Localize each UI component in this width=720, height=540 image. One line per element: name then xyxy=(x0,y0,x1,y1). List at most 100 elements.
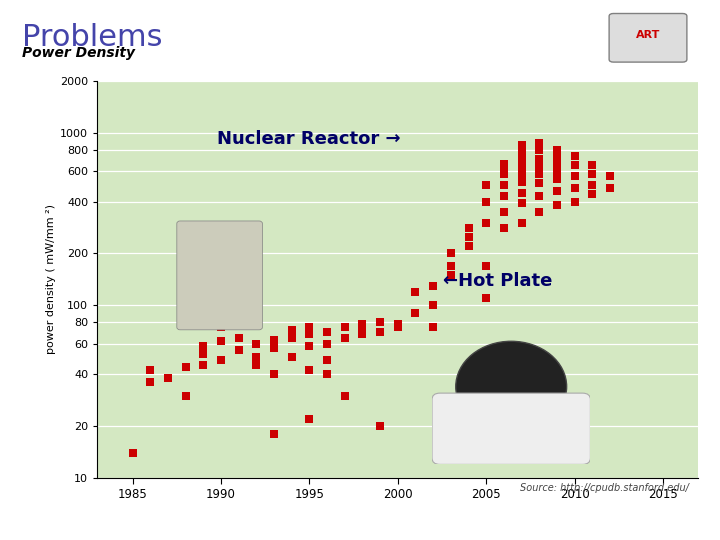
Point xyxy=(233,346,244,355)
Point xyxy=(356,330,368,339)
Point xyxy=(215,322,227,331)
Point xyxy=(569,161,580,170)
Point xyxy=(339,333,351,342)
Text: Source: http://cpudb.stanford.edu/: Source: http://cpudb.stanford.edu/ xyxy=(520,483,689,492)
Point xyxy=(587,161,598,170)
Point xyxy=(480,180,492,189)
Point xyxy=(587,190,598,199)
Point xyxy=(480,294,492,302)
Point xyxy=(374,318,386,327)
Point xyxy=(498,170,510,178)
Point xyxy=(374,328,386,336)
Point xyxy=(445,261,456,270)
Point xyxy=(516,141,527,150)
Point xyxy=(498,160,510,168)
Point xyxy=(374,422,386,430)
Point xyxy=(445,271,456,279)
Point xyxy=(534,192,545,200)
Point xyxy=(552,160,563,168)
Point xyxy=(516,219,527,227)
Point xyxy=(480,261,492,270)
Point xyxy=(304,415,315,423)
Point xyxy=(321,328,333,336)
Text: Nuclear Reactor →: Nuclear Reactor → xyxy=(217,130,401,147)
Point xyxy=(269,429,280,438)
Point xyxy=(392,320,403,328)
Point xyxy=(339,392,351,400)
Point xyxy=(233,333,244,342)
Point xyxy=(587,180,598,189)
Point xyxy=(145,377,156,386)
Point xyxy=(445,249,456,258)
Point xyxy=(145,366,156,375)
Point xyxy=(569,172,580,181)
Point xyxy=(552,175,563,184)
Point xyxy=(251,339,262,348)
Point xyxy=(286,333,297,342)
Point xyxy=(321,370,333,379)
Point xyxy=(428,322,439,331)
Point xyxy=(180,392,192,400)
Point xyxy=(552,145,563,154)
Point xyxy=(552,152,563,161)
Point xyxy=(410,309,421,318)
Point xyxy=(463,224,474,233)
Point xyxy=(534,179,545,188)
Point xyxy=(251,353,262,362)
Point xyxy=(569,152,580,161)
Point xyxy=(516,156,527,164)
Text: Power Density: Power Density xyxy=(22,45,135,59)
Point xyxy=(428,281,439,290)
Point xyxy=(604,172,616,181)
Point xyxy=(516,170,527,178)
Point xyxy=(516,178,527,186)
Y-axis label: power density ( mW/mm ²): power density ( mW/mm ²) xyxy=(46,205,56,354)
Point xyxy=(215,356,227,364)
Point xyxy=(304,342,315,350)
Circle shape xyxy=(456,341,567,432)
Point xyxy=(356,326,368,334)
Point xyxy=(498,192,510,200)
Point xyxy=(534,138,545,147)
Point xyxy=(480,197,492,206)
Point xyxy=(552,201,563,210)
Point xyxy=(569,197,580,206)
Point xyxy=(534,170,545,178)
Text: ART: ART xyxy=(636,30,660,40)
Point xyxy=(269,336,280,345)
Point xyxy=(304,330,315,339)
Text: 26: 26 xyxy=(680,512,702,527)
Point xyxy=(180,362,192,371)
Text: Problems: Problems xyxy=(22,23,162,52)
Point xyxy=(552,167,563,176)
Point xyxy=(480,219,492,227)
Point xyxy=(569,184,580,192)
Point xyxy=(321,356,333,364)
Point xyxy=(321,339,333,348)
Point xyxy=(516,148,527,157)
Point xyxy=(215,337,227,346)
Point xyxy=(516,162,527,171)
Point xyxy=(127,448,138,457)
Point xyxy=(463,232,474,241)
Point xyxy=(304,322,315,331)
Point xyxy=(251,361,262,369)
Point xyxy=(534,145,545,154)
Point xyxy=(534,154,545,163)
Point xyxy=(498,207,510,216)
Point xyxy=(162,374,174,382)
FancyBboxPatch shape xyxy=(177,221,262,330)
Point xyxy=(269,343,280,352)
Point xyxy=(197,350,209,359)
Point xyxy=(286,353,297,362)
Point xyxy=(356,320,368,328)
Point xyxy=(498,224,510,233)
Point xyxy=(392,322,403,331)
Point xyxy=(498,180,510,189)
FancyBboxPatch shape xyxy=(609,14,687,62)
Point xyxy=(428,301,439,310)
Point xyxy=(197,342,209,350)
Point xyxy=(604,184,616,192)
Point xyxy=(304,366,315,375)
Point xyxy=(516,188,527,197)
